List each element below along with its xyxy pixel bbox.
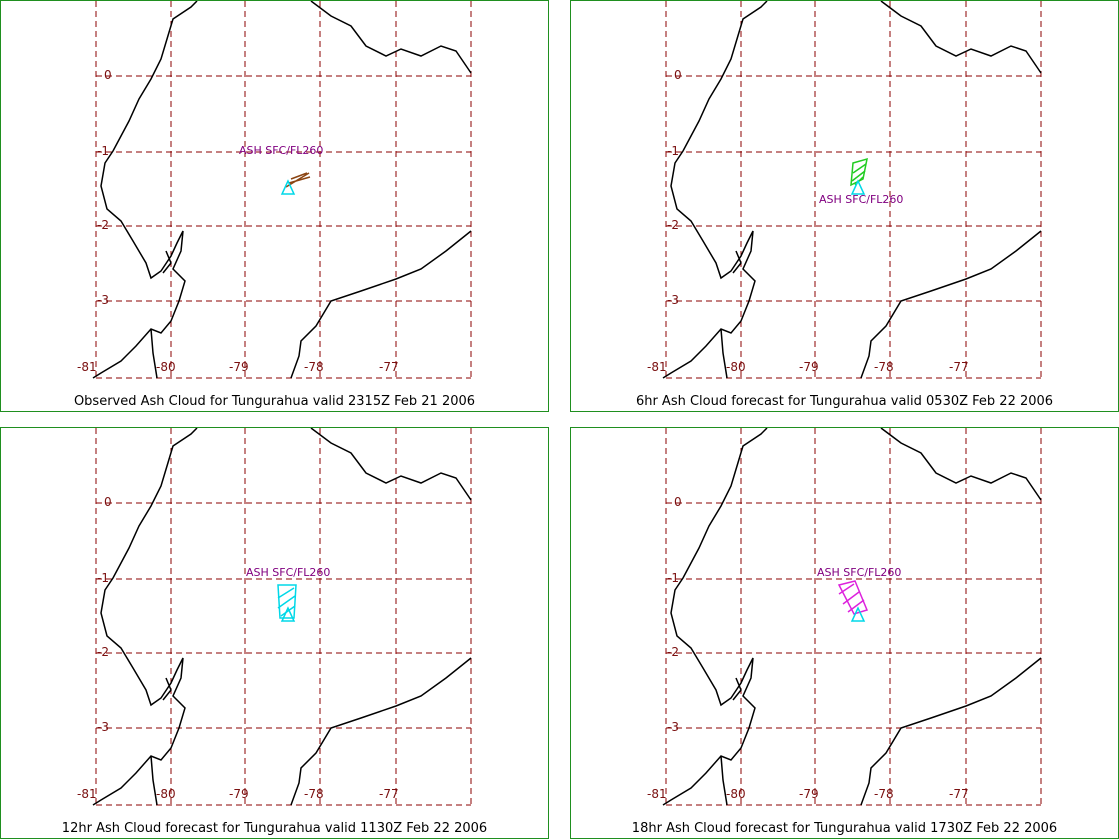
lat-tick-label: -3: [667, 293, 679, 307]
lat-lon-grid: [665, 1, 1042, 379]
lon-tick-label: -78: [304, 360, 324, 374]
coastline: [92, 1, 472, 379]
lat-tick-label: -2: [667, 645, 679, 659]
lon-tick-label: -80: [156, 787, 176, 801]
lon-tick-label: -77: [949, 787, 969, 801]
tick-labels: 0 -1 -2 -3 -81 -80 -79 -78 -77: [647, 495, 969, 801]
lon-tick-label: -79: [799, 360, 819, 374]
map-canvas: 0 -1 -2 -3 -81 -80 -79 -78 -77 ASH SFC/F…: [77, 1, 472, 379]
map-canvas: 0 -1 -2 -3 -81 -80 -79 -78 -77 ASH SFC/F…: [77, 428, 472, 806]
lat-tick-label: 0: [674, 495, 682, 509]
lat-tick-label: -2: [97, 218, 109, 232]
ash-advisory-label: ASH SFC/FL260: [819, 193, 903, 206]
lon-tick-label: -81: [647, 787, 667, 801]
ash-cloud-polygon: [850, 157, 868, 187]
panel-caption: Observed Ash Cloud for Tungurahua valid …: [73, 394, 476, 409]
lon-tick-label: -79: [229, 787, 249, 801]
panel-caption: 6hr Ash Cloud forecast for Tungurahua va…: [635, 394, 1054, 409]
map-panel-observed: 0 -1 -2 -3 -81 -80 -79 -78 -77 ASH SFC/F…: [0, 0, 549, 412]
lat-tick-label: -1: [667, 571, 679, 585]
lat-tick-label: -3: [97, 720, 109, 734]
map-panel-18hr: 0 -1 -2 -3 -81 -80 -79 -78 -77 ASH SFC/F…: [570, 427, 1119, 839]
ash-cloud-polygon: [277, 584, 297, 619]
lon-tick-label: -80: [726, 787, 746, 801]
volcano-marker: [850, 606, 866, 622]
volcano-marker: [850, 179, 866, 195]
lat-lon-grid: [95, 428, 472, 806]
lon-tick-label: -81: [647, 360, 667, 374]
map-canvas: 0 -1 -2 -3 -81 -80 -79 -78 -77 ASH SFC/F…: [647, 1, 1042, 379]
lat-tick-label: -3: [667, 720, 679, 734]
map-canvas: 0 -1 -2 -3 -81 -80 -79 -78 -77 ASH SFC/F…: [647, 428, 1042, 806]
lat-tick-label: -2: [667, 218, 679, 232]
coastline: [662, 1, 1042, 379]
tick-labels: 0 -1 -2 -3 -81 -80 -79 -78 -77: [77, 68, 399, 374]
lon-tick-label: -80: [156, 360, 176, 374]
lat-lon-grid: [665, 428, 1042, 806]
lat-tick-label: -2: [97, 645, 109, 659]
tick-labels: 0 -1 -2 -3 -81 -80 -79 -78 -77: [77, 495, 399, 801]
lon-tick-label: -78: [874, 787, 894, 801]
lon-tick-label: -81: [77, 360, 97, 374]
lat-tick-label: -1: [97, 571, 109, 585]
lat-tick-label: 0: [674, 68, 682, 82]
lon-tick-label: -79: [229, 360, 249, 374]
lat-tick-label: 0: [104, 68, 112, 82]
tick-labels: 0 -1 -2 -3 -81 -80 -79 -78 -77: [647, 68, 969, 374]
lon-tick-label: -77: [949, 360, 969, 374]
lat-tick-label: 0: [104, 495, 112, 509]
lon-tick-label: -80: [726, 360, 746, 374]
lon-tick-label: -81: [77, 787, 97, 801]
map-panel-6hr: 0 -1 -2 -3 -81 -80 -79 -78 -77 ASH SFC/F…: [570, 0, 1119, 412]
panel-caption: 12hr Ash Cloud forecast for Tungurahua v…: [61, 821, 488, 836]
volcano-marker: [280, 606, 296, 622]
lat-tick-label: -1: [97, 144, 109, 158]
lat-tick-label: -3: [97, 293, 109, 307]
lon-tick-label: -78: [304, 787, 324, 801]
lon-tick-label: -77: [379, 787, 399, 801]
ash-advisory-label: ASH SFC/FL260: [239, 144, 323, 157]
lat-lon-grid: [95, 1, 472, 379]
map-panel-12hr: 0 -1 -2 -3 -81 -80 -79 -78 -77 ASH SFC/F…: [0, 427, 549, 839]
lon-tick-label: -78: [874, 360, 894, 374]
lon-tick-label: -77: [379, 360, 399, 374]
panel-caption: 18hr Ash Cloud forecast for Tungurahua v…: [631, 821, 1058, 836]
coastline: [92, 428, 472, 806]
coastline: [662, 428, 1042, 806]
volcano-marker: [280, 179, 296, 195]
ash-cloud-polygon: [837, 580, 869, 615]
ash-advisory-label: ASH SFC/FL260: [246, 566, 330, 579]
lat-tick-label: -1: [667, 144, 679, 158]
ash-advisory-label: ASH SFC/FL260: [817, 566, 901, 579]
lon-tick-label: -79: [799, 787, 819, 801]
